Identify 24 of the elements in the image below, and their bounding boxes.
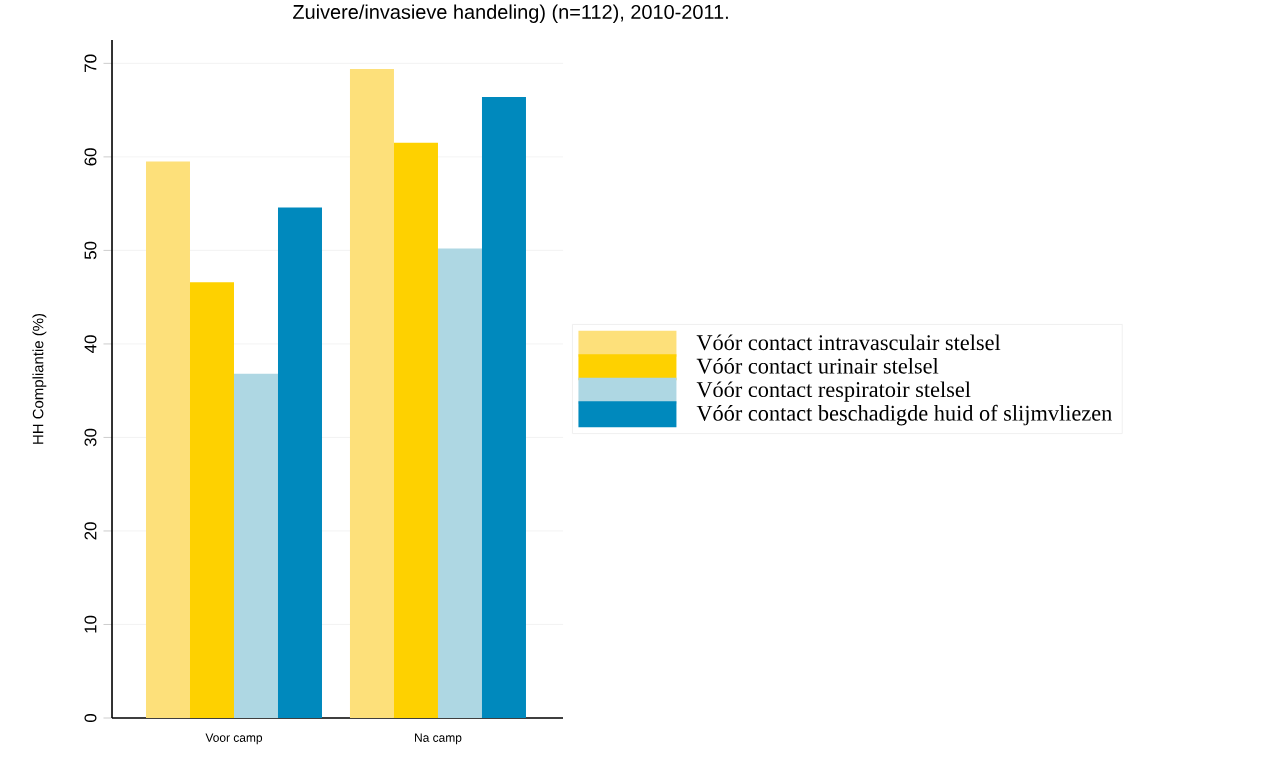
y-tick-label: 50 bbox=[84, 241, 97, 260]
y-tick-label: 60 bbox=[84, 148, 97, 166]
legend-label: Vóór contact urinair stelsel bbox=[696, 357, 939, 374]
y-tick-label: 10 bbox=[84, 615, 97, 633]
legend-label: Vóór contact intravasculair stelsel bbox=[696, 334, 1001, 351]
bar bbox=[277, 207, 322, 718]
legend-label: Vóór contact respiratoir stelsel bbox=[696, 381, 971, 402]
bar bbox=[233, 373, 278, 718]
bar bbox=[393, 142, 438, 718]
x-tick-label: Voor camp bbox=[205, 733, 263, 745]
legend-label: Vóór contact beschadigde huid of slijmvliezen bbox=[696, 404, 1112, 426]
bar bbox=[145, 161, 190, 718]
bar bbox=[189, 282, 234, 718]
text: Zuivere/invasieve handeling) (n=112), 2010-2011. bbox=[293, 4, 728, 23]
y-tick-label: 30 bbox=[84, 428, 97, 447]
bar bbox=[349, 68, 394, 718]
x-tick-label: Na camp bbox=[415, 733, 462, 745]
y-axis-title: HH Compliantie (%) bbox=[32, 313, 47, 444]
bar bbox=[437, 248, 482, 718]
y-tick-label: 20 bbox=[84, 522, 97, 540]
bar bbox=[481, 97, 526, 718]
y-tick-label: 40 bbox=[84, 335, 97, 353]
y-tick-label: 0 bbox=[84, 713, 97, 723]
y-tick-label: 70 bbox=[84, 54, 97, 72]
